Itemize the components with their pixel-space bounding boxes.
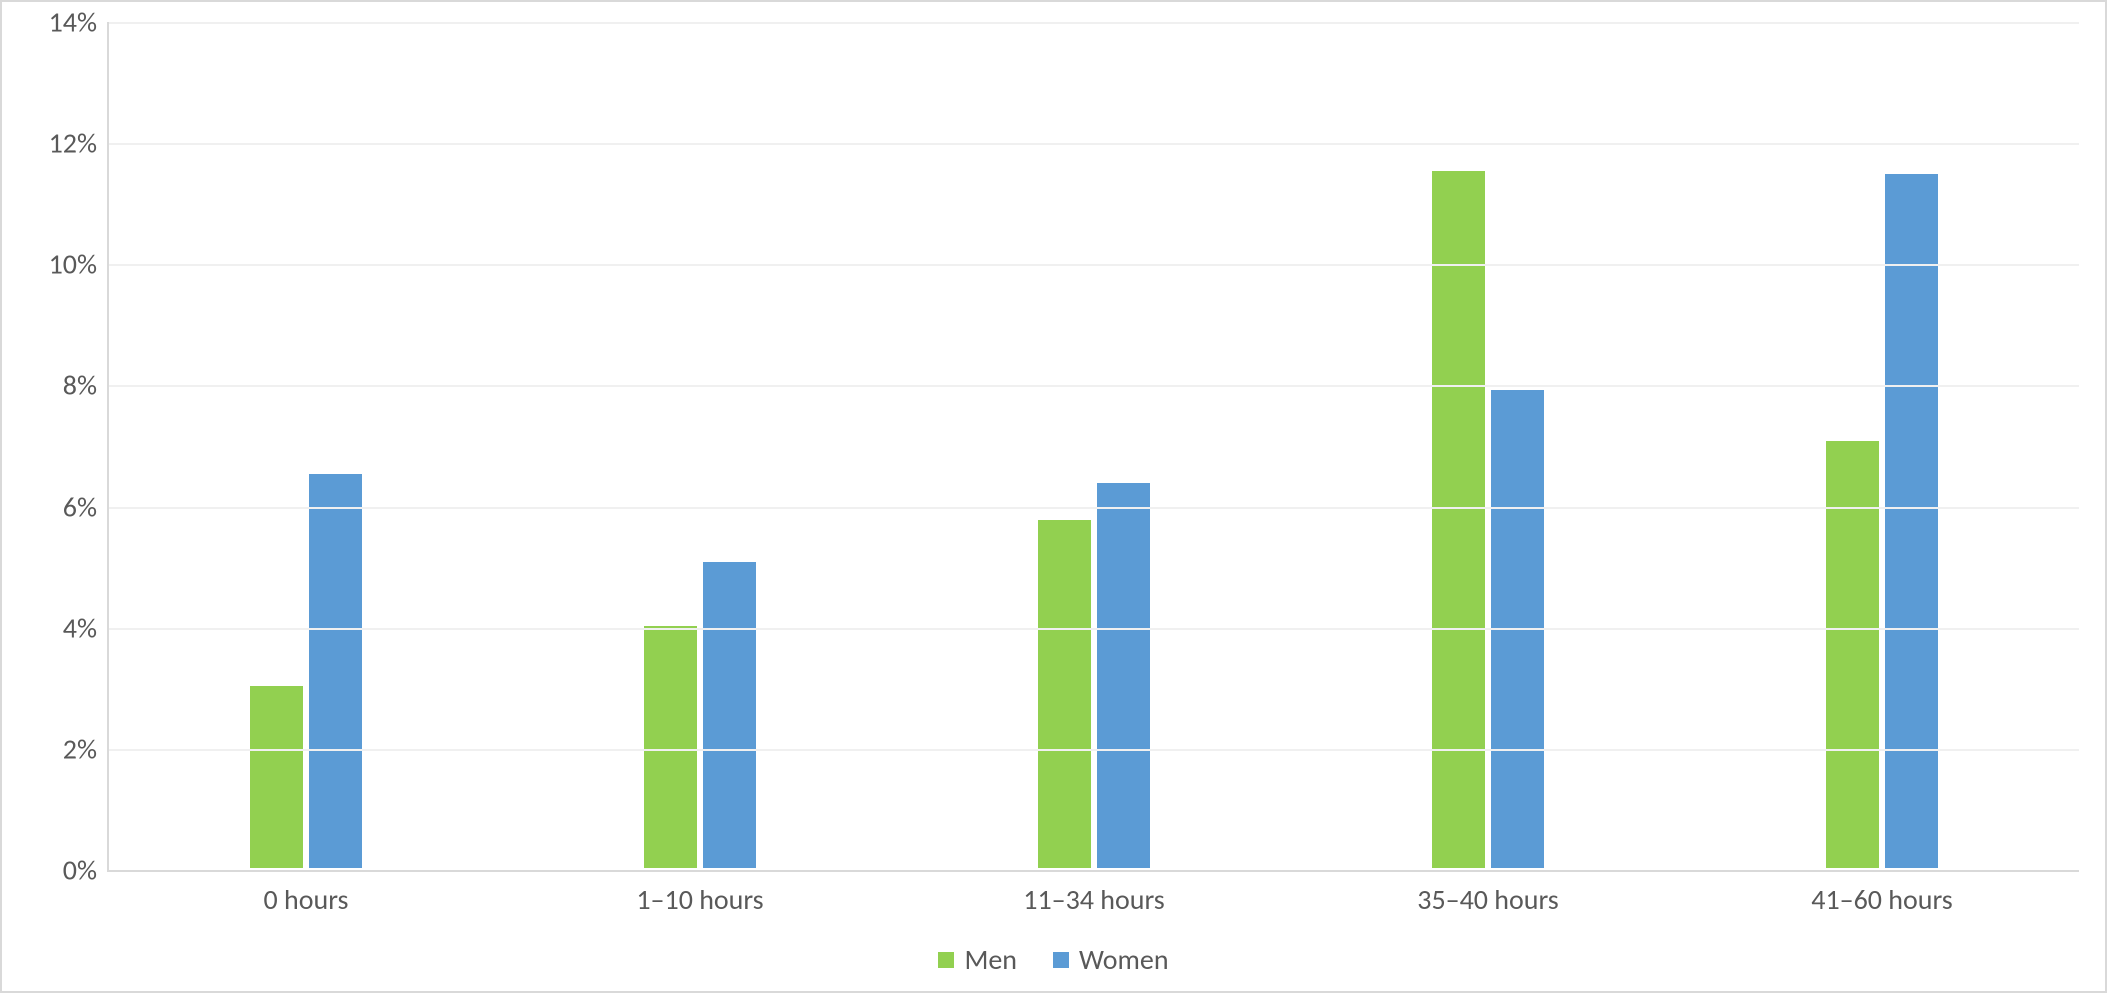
bar-women-2 [1097,483,1150,868]
legend: Men Women [2,942,2105,977]
y-axis-tick-label: 10% [49,247,97,282]
legend-label: Women [1079,942,1169,977]
gridline [109,22,2079,24]
gridline [109,143,2079,145]
gridline [109,264,2079,266]
plot-area: 0%2%4%6%8%10%12%14%0 hours1–10 hours11–3… [107,22,2079,872]
y-axis-tick-label: 2% [63,731,97,766]
bars-layer [109,22,2079,870]
bar-men-3 [1432,171,1485,868]
x-axis-tick-label: 11–34 hours [1023,882,1164,917]
y-axis-tick-label: 8% [63,368,97,403]
legend-swatch-icon [938,952,954,968]
x-axis-tick-label: 0 hours [264,882,349,917]
bar-women-0 [309,474,362,868]
gridline [109,628,2079,630]
legend-item-men: Men [938,942,1017,977]
legend-swatch-icon [1053,952,1069,968]
x-axis-tick-label: 35–40 hours [1417,882,1558,917]
y-axis-tick-label: 14% [49,5,97,40]
bar-men-1 [644,626,697,868]
bar-men-0 [250,686,303,868]
gridline [109,507,2079,509]
plot-wrap: 0%2%4%6%8%10%12%14%0 hours1–10 hours11–3… [107,22,2079,872]
gridline [109,385,2079,387]
bar-women-4 [1885,174,1938,868]
gridline [109,749,2079,751]
y-axis-tick-label: 12% [49,126,97,161]
chart-frame: 0% 2% 4% 6% 8% 10% 12% 14% 0 hours 1–10 hours 11–3… [0,0,2107,993]
y-axis-tick-label: 6% [63,489,97,524]
x-axis-tick-label: 41–60 hours [1811,882,1952,917]
bar-men-4 [1826,441,1879,868]
legend-label: Men [964,942,1017,977]
y-axis-tick-label: 4% [63,610,97,645]
y-axis-tick-label: 0% [63,853,97,888]
bar-men-2 [1038,520,1091,868]
legend-item-women: Women [1053,942,1169,977]
x-axis-tick-label: 1–10 hours [636,882,763,917]
bar-women-1 [703,562,756,868]
